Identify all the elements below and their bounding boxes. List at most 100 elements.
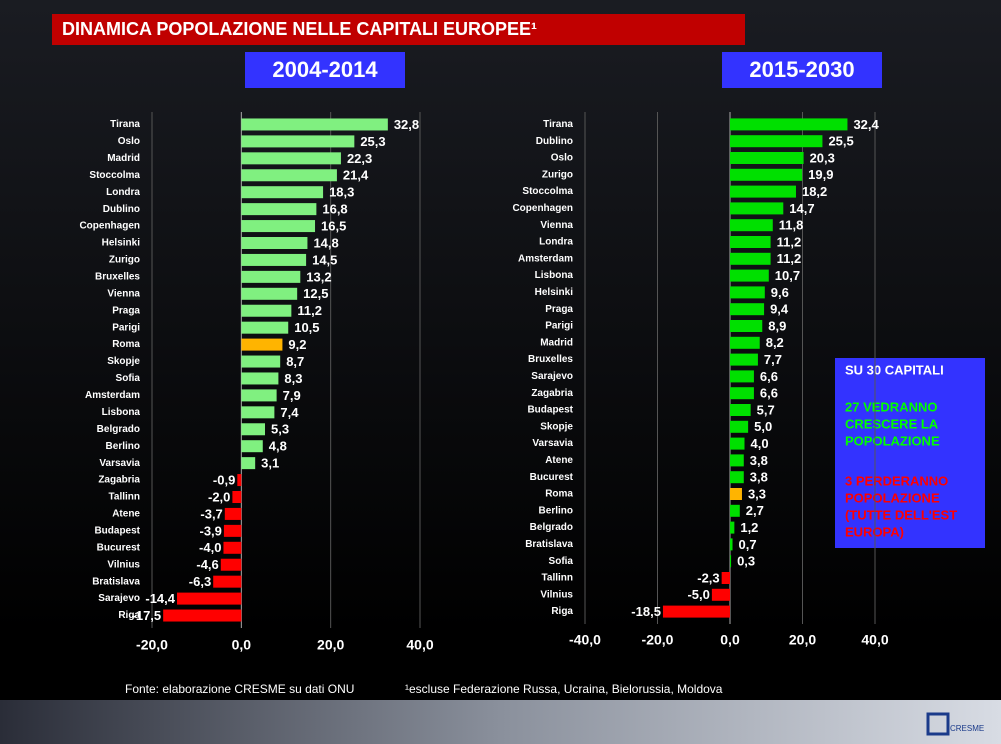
- value-label: 20,3: [810, 150, 835, 165]
- value-label: 10,7: [775, 268, 800, 283]
- y-tick-label: Vienna: [107, 288, 140, 299]
- note-line: (TUTTE DELL'EST: [845, 507, 957, 522]
- bar: [730, 320, 763, 332]
- x-tick-label: 20,0: [789, 632, 816, 648]
- bar: [730, 471, 744, 484]
- y-tick-label: Parigi: [545, 321, 573, 332]
- bar: [730, 504, 740, 517]
- y-tick-label: Bruxelles: [95, 272, 140, 283]
- bar: [730, 454, 744, 467]
- value-label: 21,4: [343, 168, 369, 183]
- bar: [241, 203, 317, 216]
- value-label: -0,9: [213, 473, 235, 488]
- value-label: 11,2: [777, 234, 802, 249]
- value-label: 5,3: [271, 422, 289, 437]
- note-decline: 3 PERDERANNO POPOLAZIONE (TUTTE DELL'EST EU…: [845, 473, 957, 539]
- value-label: 14,7: [789, 201, 814, 216]
- y-tick-label: Skopje: [540, 421, 573, 432]
- bar: [730, 555, 732, 568]
- y-tick-label: Praga: [545, 304, 573, 315]
- y-tick-label: Zagabria: [531, 388, 573, 399]
- bar: [241, 321, 289, 334]
- note-box: [835, 358, 985, 548]
- bar: [730, 185, 796, 198]
- bar: [241, 440, 263, 453]
- value-label: 25,5: [828, 134, 853, 149]
- value-label: 7,7: [764, 352, 782, 367]
- value-label: -3,9: [200, 523, 222, 538]
- note-line: POPOLAZIONE: [845, 490, 940, 505]
- bar: [730, 303, 765, 316]
- value-label: 9,6: [771, 285, 789, 300]
- value-label: 19,9: [808, 167, 833, 182]
- y-tick-label: Vilnius: [107, 559, 140, 570]
- bar: [730, 269, 769, 282]
- value-label: 25,3: [360, 134, 385, 149]
- y-tick-label: Belgrado: [530, 522, 573, 533]
- x-tick-label: -20,0: [642, 632, 674, 648]
- bar: [241, 372, 279, 385]
- source: Fonte: elaborazione CRESME su dati ONU: [125, 682, 354, 696]
- value-label: 3,3: [748, 486, 766, 501]
- slide-title: DINAMICA POPOLAZIONE NELLE CAPITALI EURO…: [62, 19, 537, 39]
- x-tick-label: 40,0: [861, 632, 888, 648]
- y-tick-label: Dublino: [536, 136, 573, 147]
- y-tick-label: Bruxelles: [528, 354, 573, 365]
- bar: [241, 338, 283, 351]
- bar: [220, 558, 242, 571]
- y-tick-label: Amsterdam: [85, 390, 140, 401]
- y-tick-label: Roma: [112, 339, 140, 350]
- value-label: 0,3: [737, 554, 755, 569]
- note-line: EUROPA): [845, 524, 904, 539]
- y-tick-label: Oslo: [551, 153, 573, 164]
- value-label: 7,9: [283, 388, 301, 403]
- y-tick-label: Sofia: [116, 373, 141, 384]
- bar: [730, 387, 754, 400]
- y-tick-label: Varsavia: [532, 438, 573, 449]
- bar: [163, 609, 242, 622]
- value-label: -2,0: [208, 489, 230, 504]
- bar: [730, 252, 771, 265]
- bar: [730, 521, 735, 534]
- bar: [224, 507, 242, 520]
- title-bar: [52, 14, 745, 45]
- y-tick-label: Tirana: [543, 119, 573, 130]
- value-label: 2,7: [746, 503, 764, 518]
- y-tick-label: Zurigo: [109, 255, 140, 266]
- logo: CRESME: [950, 724, 984, 733]
- value-label: 6,6: [760, 386, 778, 401]
- value-label: 3,8: [750, 453, 768, 468]
- y-tick-label: Vienna: [540, 220, 573, 231]
- value-label: -2,3: [697, 570, 719, 585]
- y-tick-label: Tirana: [110, 119, 140, 130]
- bar: [730, 168, 803, 181]
- x-tick-label: 40,0: [406, 637, 433, 653]
- y-tick-label: Londra: [106, 187, 140, 198]
- value-label: 4,8: [269, 439, 287, 454]
- value-label: 10,5: [294, 320, 319, 335]
- x-tick-label: -20,0: [136, 637, 168, 653]
- bar: [241, 118, 388, 131]
- x-tick-label: 0,0: [720, 632, 740, 648]
- value-label: -14,4: [145, 591, 175, 606]
- bar: [232, 491, 242, 503]
- y-tick-label: Atene: [112, 509, 140, 520]
- y-tick-label: Tallinn: [542, 573, 573, 584]
- bar: [241, 457, 256, 470]
- y-tick-label: Sofia: [549, 556, 574, 567]
- value-label: 5,0: [754, 419, 772, 434]
- bar: [730, 202, 784, 215]
- bar: [241, 152, 341, 165]
- bar: [730, 488, 742, 500]
- bar: [730, 219, 773, 232]
- value-label: -17,5: [132, 608, 162, 623]
- bar: [223, 541, 242, 554]
- note-line: 27 VEDRANNO: [845, 399, 937, 414]
- bar: [241, 304, 292, 317]
- value-label: -6,3: [189, 574, 211, 589]
- value-label: 14,5: [312, 252, 337, 267]
- y-tick-label: Stoccolma: [522, 186, 573, 197]
- bar: [730, 370, 754, 383]
- x-tick-label: 0,0: [232, 637, 252, 653]
- chart-title: 2004-2014: [272, 57, 378, 82]
